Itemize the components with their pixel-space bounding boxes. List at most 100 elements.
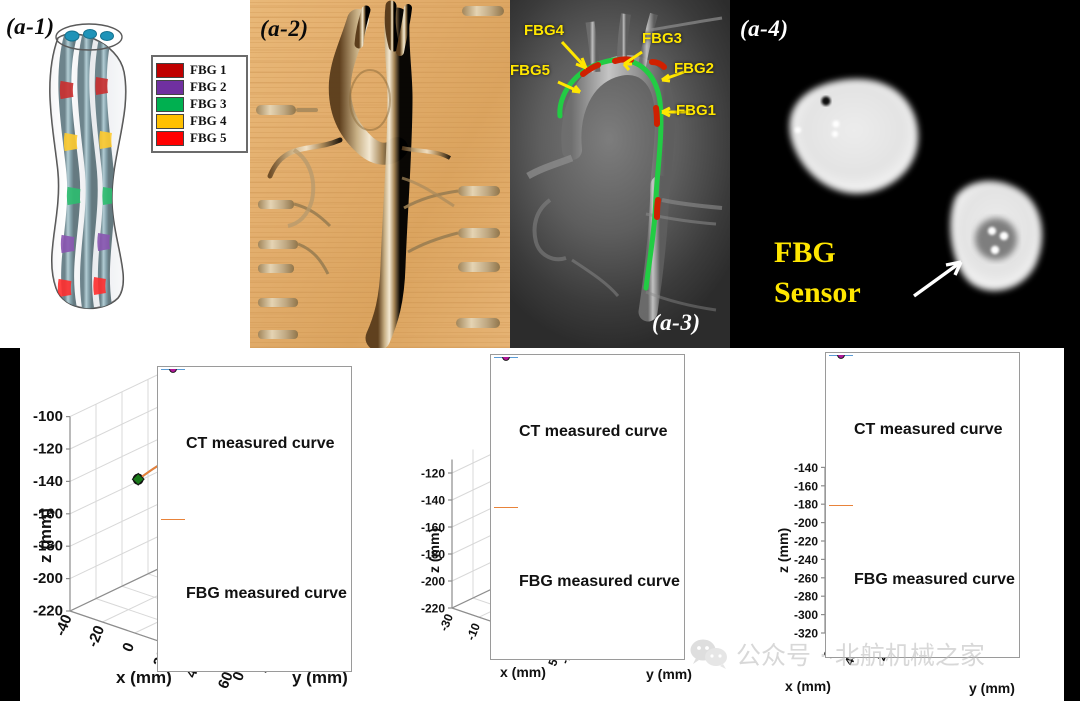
fbg-legend-label: FBG 5 — [190, 130, 227, 145]
panel-a2-tag: (a-2) — [260, 16, 309, 41]
plot-legend: CT measured curve FBG measured curve — [490, 354, 685, 660]
z-axis-title: z (mm) — [775, 527, 791, 573]
legend-circle-marker-icon — [161, 369, 185, 373]
z-tick-label: -160 — [421, 521, 445, 535]
z-axis-title: z (mm) — [426, 527, 442, 573]
z-tick-label: -260 — [794, 571, 818, 585]
z-tick-label: -220 — [33, 603, 63, 620]
panel-a4-tag: (a-4) — [740, 16, 789, 41]
z-tick-label: -180 — [33, 538, 63, 555]
legend-circle-marker-icon — [494, 357, 518, 361]
x-tick-label: -40 — [52, 612, 76, 638]
fbg-legend-row: FBG 5 — [156, 130, 243, 146]
legend-label: FBG measured curve — [186, 585, 347, 602]
z-tick-label: -280 — [794, 590, 818, 604]
plot-3: -140 -160 -180 -200 -220 -240 -260 -280 -300 -320… — [725, 348, 1064, 701]
z-tick-label: -300 — [794, 608, 818, 622]
fbg-legend-label: FBG 1 — [190, 62, 227, 77]
z-tick-label: -140 — [33, 473, 63, 490]
fbg-sensor-annotation-line2: Sensor — [774, 276, 861, 309]
legend-circle-marker-icon — [829, 355, 853, 359]
plot-1: -100-120-140-160-180-200-220-40-20020406… — [20, 348, 380, 701]
y-axis-title: y (mm) — [969, 680, 1015, 696]
z-tick-label: -140 — [794, 461, 818, 475]
fbg-legend-label: FBG 2 — [190, 79, 227, 94]
probe-sheath-outline — [49, 23, 127, 310]
fbg2-label: FBG2 — [674, 60, 715, 77]
z-tick-label: -160 — [33, 505, 63, 522]
legend-item-fbg: FBG measured curve — [493, 507, 680, 657]
fbg-legend-label: FBG 3 — [190, 96, 227, 111]
plots-row: -100-120-140-160-180-200-220-40-20020406… — [0, 348, 1080, 701]
ct-cross-section-background — [730, 0, 1080, 348]
fbg-legend: FBG 1 FBG 2 FBG 3 FBG 4 FBG 5 — [151, 55, 248, 153]
x-tick-label: -20 — [84, 623, 108, 649]
legend-diamond-marker-icon — [494, 507, 518, 508]
y-axis-title: y (mm) — [292, 668, 348, 687]
fbg-legend-swatch — [156, 62, 184, 78]
fbg-legend-swatch — [156, 130, 184, 146]
x-axis-title: x (mm) — [116, 668, 172, 687]
plot-legend: CT measured curve FBG measured curve — [157, 366, 352, 672]
legend-label: FBG measured curve — [854, 571, 1015, 588]
fbg-legend-swatch — [156, 96, 184, 112]
legend-diamond-marker-icon — [829, 505, 853, 506]
x-axis-title: x (mm) — [500, 664, 546, 680]
fbg3-label: FBG3 — [642, 30, 683, 47]
z-tick-label: -320 — [794, 627, 818, 641]
z-tick-label: -200 — [421, 575, 445, 589]
x-tick-label: -30 — [437, 612, 457, 634]
panel-a2: (a-2) — [250, 0, 510, 348]
fbg-sensor-annotation-line1: FBG — [774, 236, 836, 269]
aorta-with-sensor-overlay — [526, 12, 723, 322]
fbg-legend-swatch — [156, 79, 184, 95]
right-black-border — [1064, 348, 1080, 701]
fbg1-label: FBG1 — [676, 102, 717, 119]
x-tick-label: 0 — [119, 640, 138, 654]
legend-item-ct: CT measured curve — [828, 355, 1015, 505]
fbg-legend-row: FBG 3 — [156, 96, 243, 112]
legend-item-fbg: FBG measured curve — [828, 505, 1015, 655]
z-tick-label: -220 — [794, 535, 818, 549]
fbg-legend-label: FBG 4 — [190, 113, 227, 128]
legend-label: FBG measured curve — [519, 573, 680, 590]
z-tick-label: -120 — [33, 441, 63, 458]
plot-2: -120-140-160-180-200-220-30-10103050-101… — [380, 348, 725, 701]
x-tick-label: 60 — [215, 669, 237, 691]
x-axis-title: x (mm) — [785, 678, 831, 694]
ct-cross-section — [789, 78, 1043, 298]
legend-item-ct: CT measured curve — [160, 369, 347, 519]
fbg-legend-swatch — [156, 113, 184, 129]
z-axis-title: z (mm) — [36, 508, 55, 563]
y-axis-title: y (mm) — [646, 666, 692, 682]
legend-label: CT measured curve — [519, 423, 668, 440]
z-tick-label: -160 — [794, 479, 818, 493]
fbg-legend-row: FBG 4 — [156, 113, 243, 129]
panel-a3: FBG4 FBG3 FBG5 FBG2 FBG1 (a-3) — [510, 0, 730, 348]
z-tick-label: -120 — [421, 467, 445, 481]
z-tick-label: -180 — [794, 498, 818, 512]
z-tick-label: -140 — [421, 494, 445, 508]
aorta-volume-rendering — [256, 0, 504, 348]
fbg-legend-row: FBG 1 — [156, 62, 243, 78]
panel-a4: (a-4) FBG Sensor — [730, 0, 1080, 348]
panel-a1-tag: (a-1) — [6, 14, 55, 39]
z-tick-label: -200 — [794, 516, 818, 530]
z-tick-label: -220 — [421, 602, 445, 616]
fbg-legend-row: FBG 2 — [156, 79, 243, 95]
panel-a1: (a-1) — [0, 0, 250, 348]
z-tick-label: -240 — [794, 553, 818, 567]
z-tick-label: -200 — [33, 570, 63, 587]
legend-diamond-marker-icon — [161, 519, 185, 520]
fbg4-label: FBG4 — [524, 22, 565, 39]
fiber-probe-illustration — [36, 22, 146, 322]
plot-legend: CT measured curve FBG measured curve — [825, 352, 1020, 658]
x-tick-label: -10 — [464, 621, 484, 643]
z-tick-label: -100 — [33, 408, 63, 425]
legend-label: CT measured curve — [186, 435, 335, 452]
legend-item-ct: CT measured curve — [493, 357, 680, 507]
left-black-border — [0, 348, 20, 701]
legend-item-fbg: FBG measured curve — [160, 519, 347, 669]
legend-label: CT measured curve — [854, 421, 1003, 438]
